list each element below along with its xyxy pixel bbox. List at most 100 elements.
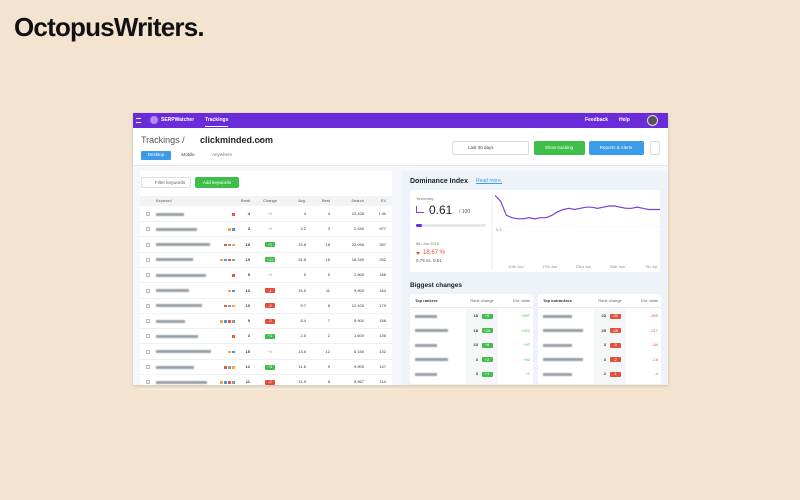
cell: 22,096 (351, 241, 364, 247)
cell: 2 (327, 333, 330, 339)
cell: 147 (379, 364, 386, 369)
column-header: EV (380, 198, 386, 203)
cell: 8 (327, 379, 330, 385)
rank: 3 (603, 356, 606, 362)
cell: 19.8 (298, 241, 306, 247)
column-header: Avg. (298, 198, 306, 203)
nav-tab[interactable]: Trackings (205, 118, 229, 127)
serp-feature (224, 258, 227, 262)
app-icon (150, 116, 158, 124)
button[interactable]: Reports & Alerts (588, 141, 644, 155)
location: Anywhere (212, 152, 233, 157)
section-title: Biggest changes (410, 282, 463, 289)
change-badge: -3 (609, 342, 621, 348)
serp-feature (232, 274, 235, 277)
checkbox[interactable] (146, 334, 150, 339)
column-header: Keyword (156, 198, 172, 203)
link[interactable]: Read more. (476, 178, 503, 184)
change-badge: +11 (265, 256, 275, 263)
row-divider (140, 221, 392, 222)
cell: 186 (379, 272, 386, 278)
change-badge: -28 (609, 328, 621, 334)
device-tab[interactable]: Mobile (181, 152, 195, 157)
checkbox[interactable] (146, 288, 150, 293)
breadcrumb: Trackings / (141, 135, 185, 145)
date: 8th Jun 2019 (416, 241, 440, 246)
nav-link[interactable]: Feedback (585, 117, 609, 123)
serp-feature (228, 304, 231, 308)
more-button[interactable] (650, 141, 660, 155)
keyword-blurred (543, 343, 572, 347)
row-divider (140, 374, 392, 375)
serp-feature (228, 366, 231, 369)
cell: 11 (325, 287, 330, 293)
table-header (538, 294, 661, 308)
cell: 8,150 (353, 348, 364, 354)
change-badge: +1 (481, 371, 493, 377)
keyword-blurred (156, 227, 197, 231)
add-button[interactable]: Add keywords (195, 177, 239, 188)
cell: 8 (327, 302, 330, 308)
cell: 252 (379, 256, 386, 262)
menu-icon (136, 118, 141, 123)
cell: 16 (325, 256, 330, 262)
cell: 8,967 (353, 379, 364, 385)
serp-feature (224, 366, 227, 369)
serp-feature (228, 228, 231, 231)
keyword-blurred (156, 258, 193, 262)
change-badge: +1 (265, 333, 275, 339)
filter-placeholder: Filter keywords (155, 180, 186, 185)
keyword-blurred (156, 273, 206, 277)
cell: 2,905 (353, 272, 364, 278)
serp-feature (232, 228, 235, 231)
column-header: Rank change (470, 298, 494, 303)
keyword-blurred (543, 314, 572, 318)
rank: 3 (247, 226, 250, 232)
nav-bar (133, 113, 668, 128)
checkbox[interactable] (146, 212, 150, 216)
checkbox[interactable] (146, 319, 150, 324)
checkbox[interactable] (146, 257, 150, 262)
change-badge: +8 (481, 342, 493, 348)
checkbox[interactable] (146, 303, 150, 308)
cell: 5 (327, 272, 330, 278)
serp-feature (232, 213, 235, 216)
device-tab[interactable]: Desktop (141, 151, 171, 160)
button[interactable]: Show tracking (533, 141, 585, 155)
cell: 1.4k (378, 211, 386, 216)
checkbox[interactable] (146, 349, 150, 354)
checkbox[interactable] (146, 365, 150, 369)
keyword-blurred (415, 314, 437, 318)
cell: 179 (379, 302, 386, 308)
visits: -217 (649, 327, 658, 333)
checkbox[interactable] (146, 227, 150, 232)
serp-feature (228, 320, 231, 323)
visits: -993 (649, 313, 658, 318)
filter-input[interactable] (141, 177, 191, 188)
visits: -84 (652, 342, 658, 348)
avatar[interactable] (647, 115, 658, 126)
change-badge: -2 (609, 357, 621, 363)
cell: 9,900 (353, 287, 364, 293)
rank: 15 (245, 348, 250, 354)
keyword-blurred (543, 329, 583, 333)
rank: 3 (247, 333, 250, 339)
header (133, 128, 668, 166)
date-dropdown[interactable] (452, 141, 529, 155)
row-divider (140, 312, 392, 314)
row-divider (140, 358, 392, 360)
progress-track (416, 224, 486, 227)
checkbox[interactable] (146, 380, 150, 385)
visits: +1 (525, 371, 530, 377)
serp-feature (220, 381, 223, 384)
nav-link[interactable]: Help (619, 117, 630, 123)
checkbox[interactable] (146, 273, 150, 278)
checkbox[interactable] (146, 242, 150, 247)
cell: 357 (379, 241, 386, 247)
column-header: Rank (240, 198, 250, 203)
serp-feature (232, 243, 235, 247)
visits: +92 (523, 356, 530, 362)
cell: 9,900 (353, 364, 364, 369)
table-header (140, 196, 392, 206)
